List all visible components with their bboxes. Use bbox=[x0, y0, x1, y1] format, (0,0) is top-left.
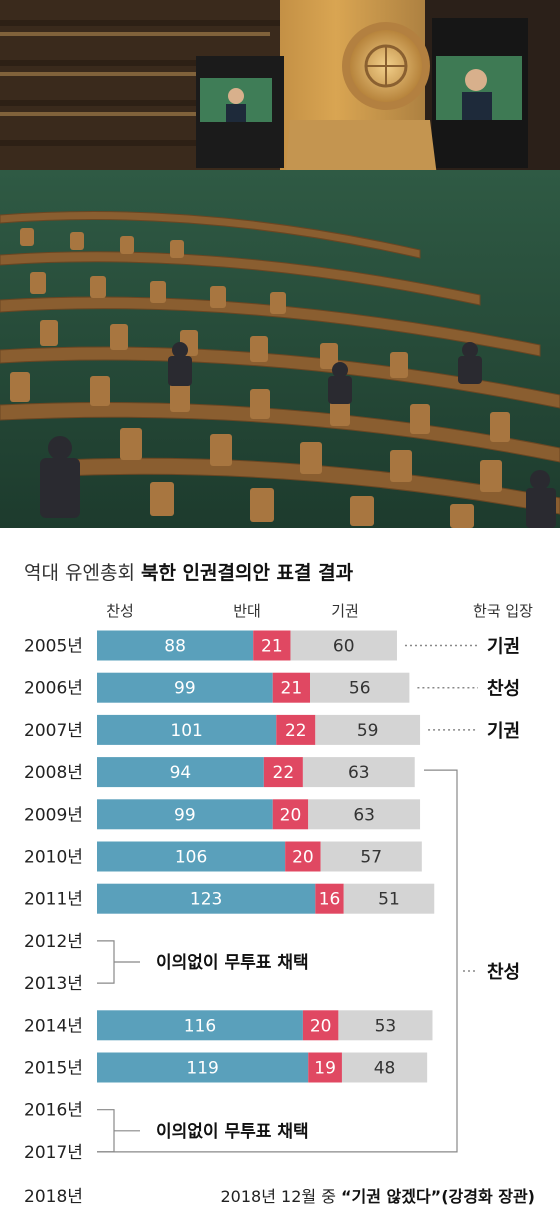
year-label: 2010년 bbox=[24, 848, 83, 868]
bar-label-abstain: 60 bbox=[333, 637, 355, 657]
bar-label-yes: 94 bbox=[170, 763, 192, 783]
year-label: 2017년 bbox=[24, 1143, 83, 1163]
bar-abstain bbox=[310, 672, 410, 703]
footer-year: 2018년 bbox=[24, 1187, 83, 1207]
bar-abstain bbox=[320, 841, 422, 872]
header-no: 반대 bbox=[233, 602, 261, 620]
bar-label-abstain: 51 bbox=[378, 890, 400, 910]
consensus-bracket bbox=[97, 940, 140, 984]
chart-title: 역대 유엔총회 북한 인권결의안 표결 결과 bbox=[24, 562, 354, 584]
bar-yes bbox=[97, 714, 277, 745]
year-label: 2009년 bbox=[24, 805, 83, 825]
korea-position-label: 기권 bbox=[487, 637, 520, 658]
bar-no bbox=[272, 799, 309, 830]
header-abstain: 기권 bbox=[331, 602, 359, 620]
bar-label-no: 21 bbox=[261, 637, 283, 657]
bar-yes bbox=[97, 1010, 303, 1041]
bar-label-yes: 99 bbox=[174, 679, 196, 699]
year-label: 2015년 bbox=[24, 1059, 83, 1079]
bar-label-abstain: 53 bbox=[375, 1016, 397, 1036]
korea-position-label: 기권 bbox=[487, 721, 520, 742]
vote-results-chart: 역대 유엔총회 북한 인권결의안 표결 결과 찬성 반대 기권 한국 입장 20… bbox=[24, 562, 536, 1207]
bar-no bbox=[302, 1010, 339, 1041]
bar-yes bbox=[97, 883, 316, 914]
chart-title-part2: 북한 인권결의안 표결 결과 bbox=[141, 562, 354, 584]
chart-title-part1: 역대 유엔총회 bbox=[24, 562, 141, 584]
bar-label-no: 21 bbox=[281, 679, 303, 699]
bar-label-abstain: 48 bbox=[374, 1059, 396, 1079]
year-label: 2006년 bbox=[24, 679, 83, 699]
bar-yes bbox=[97, 630, 254, 661]
year-label: 2005년 bbox=[24, 637, 83, 657]
consensus-note: 이의없이 무투표 채택 bbox=[156, 1122, 309, 1142]
bar-abstain bbox=[338, 1010, 433, 1041]
bar-yes bbox=[97, 799, 273, 830]
un-general-assembly-photo bbox=[0, 0, 560, 528]
bar-label-yes: 119 bbox=[186, 1059, 218, 1079]
bar-label-yes: 88 bbox=[164, 637, 186, 657]
year-label: 2011년 bbox=[24, 890, 83, 910]
korea-position-label: 찬성 bbox=[487, 679, 520, 700]
year-label: 2008년 bbox=[24, 763, 83, 783]
bar-yes bbox=[97, 757, 264, 788]
bar-no bbox=[308, 1052, 342, 1083]
bar-label-abstain: 63 bbox=[348, 763, 370, 783]
bar-label-yes: 116 bbox=[184, 1016, 216, 1036]
bar-label-yes: 99 bbox=[174, 805, 196, 825]
header-yes: 찬성 bbox=[106, 602, 134, 620]
bar-label-no: 22 bbox=[273, 763, 295, 783]
bar-abstain bbox=[302, 757, 415, 788]
consensus-note: 이의없이 무투표 채택 bbox=[156, 953, 309, 973]
bar-label-abstain: 63 bbox=[353, 805, 375, 825]
korea-position-label: 찬성 bbox=[487, 962, 520, 983]
bar-label-yes: 106 bbox=[175, 848, 207, 868]
bar-no bbox=[272, 672, 310, 703]
bar-label-abstain: 57 bbox=[360, 848, 382, 868]
year-label: 2016년 bbox=[24, 1101, 83, 1121]
bar-abstain bbox=[290, 630, 397, 661]
bar-no bbox=[276, 714, 316, 745]
bracket-line bbox=[97, 769, 458, 1153]
bar-label-no: 20 bbox=[280, 805, 302, 825]
bar-yes bbox=[97, 1052, 309, 1083]
bar-label-no: 20 bbox=[310, 1016, 332, 1036]
bar-label-no: 19 bbox=[314, 1059, 336, 1079]
year-label: 2007년 bbox=[24, 721, 83, 741]
bar-label-yes: 123 bbox=[190, 890, 222, 910]
bar-no bbox=[263, 757, 303, 788]
year-label: 2014년 bbox=[24, 1016, 83, 1036]
bar-abstain bbox=[308, 799, 421, 830]
year-label: 2012년 bbox=[24, 932, 83, 952]
bar-yes bbox=[97, 841, 286, 872]
bar-label-yes: 101 bbox=[170, 721, 202, 741]
bar-label-no: 16 bbox=[319, 890, 341, 910]
bar-no bbox=[315, 883, 344, 914]
footer-date: 2018년 12월 중 bbox=[221, 1187, 342, 1206]
year-label: 2013년 bbox=[24, 974, 83, 994]
bar-abstain bbox=[341, 1052, 428, 1083]
chart-rows: 2005년 88 21 60 2006년 99 21 56 2007년 101 22 59 2008년 9… bbox=[24, 630, 435, 1163]
bar-no bbox=[285, 841, 321, 872]
bar-label-abstain: 59 bbox=[357, 721, 379, 741]
header-korea: 한국 입장 bbox=[473, 602, 533, 620]
bar-label-no: 20 bbox=[292, 848, 314, 868]
bar-abstain bbox=[315, 714, 421, 745]
bar-label-no: 22 bbox=[285, 721, 307, 741]
bar-no bbox=[253, 630, 291, 661]
footer-quote: “기권 않겠다”(강경화 장관) bbox=[341, 1187, 535, 1206]
bar-abstain bbox=[343, 883, 435, 914]
bar-yes bbox=[97, 672, 273, 703]
bar-label-abstain: 56 bbox=[349, 679, 371, 699]
consensus-bracket bbox=[97, 1109, 140, 1153]
footer-note: 2018년 12월 중 “기권 않겠다”(강경화 장관) bbox=[221, 1187, 536, 1206]
